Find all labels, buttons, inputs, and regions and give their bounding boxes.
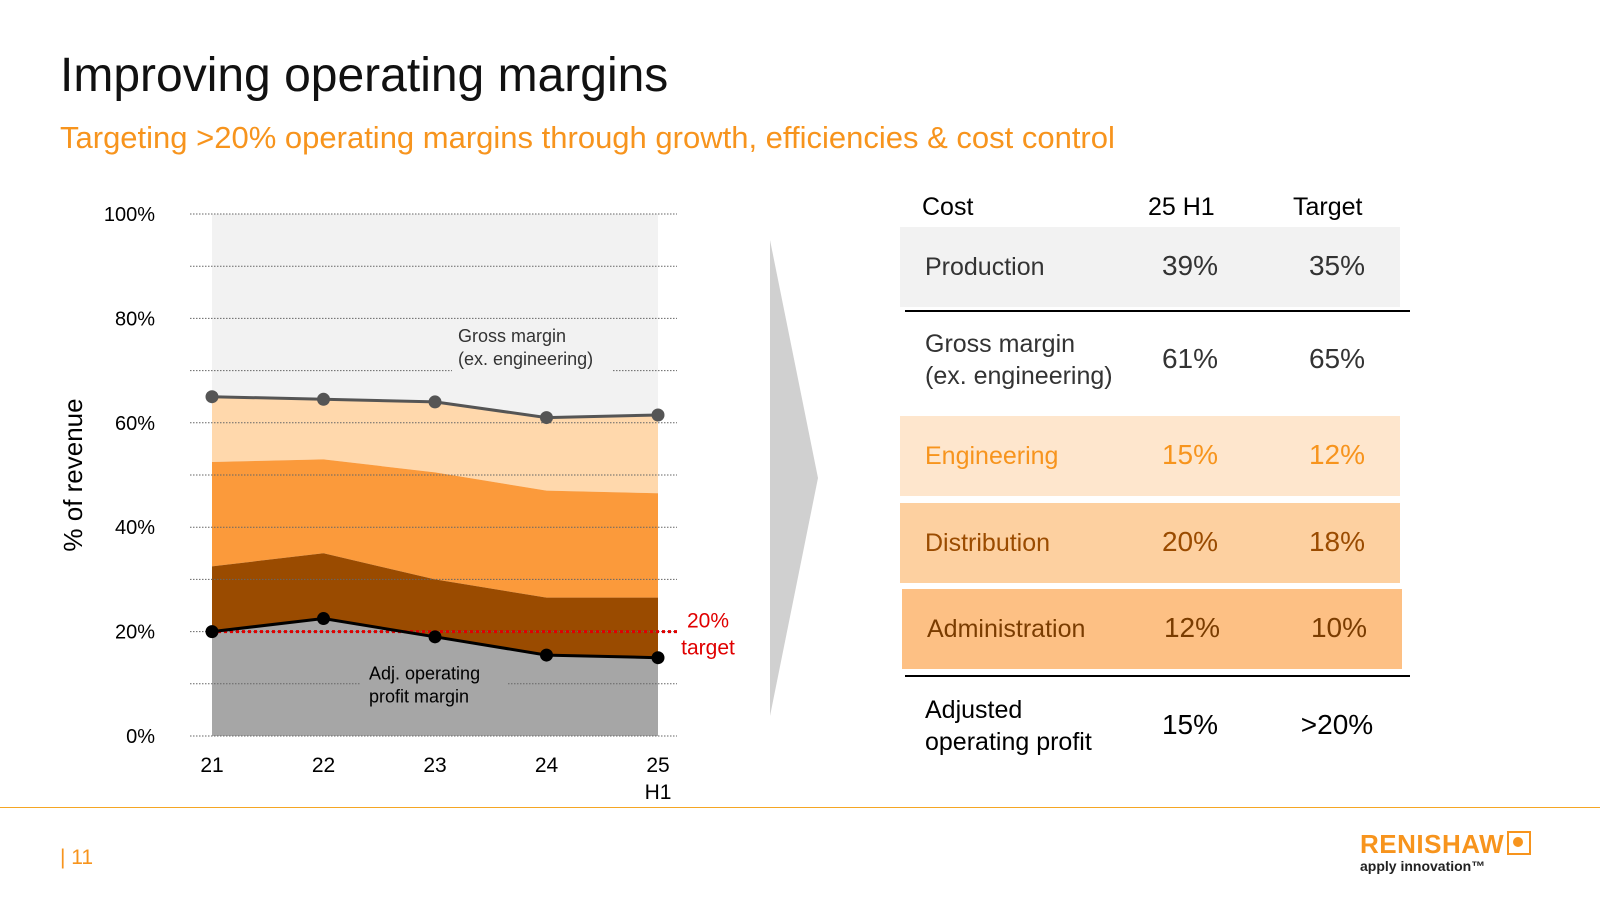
distribution-area	[212, 459, 658, 598]
row-gross-margin: Gross margin (ex. engineering) 61% 65%	[900, 315, 1400, 405]
gross-margin-point	[540, 411, 553, 425]
operating-profit-point	[317, 612, 330, 626]
operating-profit-point	[428, 630, 442, 644]
row-label-line: Administration	[927, 615, 1086, 643]
footer-divider	[0, 807, 1600, 808]
y-tick-label: 0%	[126, 726, 155, 748]
header-target: Target	[1293, 193, 1363, 221]
row-distribution: Distribution 20% 18%	[900, 503, 1400, 583]
value-25h1: 15%	[1161, 439, 1219, 470]
value-25h1: 61%	[1161, 343, 1219, 374]
value-target: 65%	[1308, 343, 1366, 374]
annotation-bg	[360, 664, 508, 715]
logo-tagline: apply innovation™	[1360, 858, 1486, 874]
operating-profit-point	[651, 651, 665, 665]
y-tick-label: 60%	[115, 413, 155, 435]
row-engineering: Engineering 15% 12%	[900, 416, 1400, 496]
x-tick-label: 21	[200, 754, 223, 777]
row-label-line: Distribution	[925, 529, 1051, 557]
y-tick-label: 20%	[115, 622, 155, 644]
gross-margin-point	[317, 392, 330, 406]
page-title: Improving operating margins	[60, 49, 669, 102]
row-label: Adjusted operating profit	[925, 694, 1092, 758]
operating-profit-point	[205, 625, 219, 639]
row-label: Production	[925, 251, 1045, 283]
gross-margin-point	[205, 390, 219, 404]
row-label-line: Adjusted	[925, 696, 1023, 724]
row-production: Production 39% 35%	[900, 227, 1400, 307]
gross-margin-annotation: (ex. engineering)	[458, 349, 593, 369]
operating-profit-point	[540, 648, 553, 662]
value-25h1: 39%	[1161, 250, 1219, 281]
row-label: Gross margin (ex. engineering)	[925, 328, 1113, 392]
divider	[905, 310, 1410, 312]
x-tick-label: 25	[646, 754, 669, 777]
x-tick-label: 23	[423, 754, 446, 777]
row-label: Distribution	[925, 527, 1050, 559]
operating-profit-annotation: profit margin	[369, 687, 469, 707]
target-label: target	[681, 637, 735, 660]
row-label-line: operating profit	[925, 728, 1092, 756]
value-target: 12%	[1308, 439, 1366, 470]
x-tick-label: 24	[535, 754, 559, 777]
y-tick-label: 80%	[115, 308, 155, 330]
header-25h1: 25 H1	[1148, 193, 1215, 221]
value-25h1: 12%	[1163, 612, 1221, 643]
divider	[905, 675, 1410, 677]
row-label-line: (ex. engineering)	[925, 362, 1113, 390]
logo-mark-icon	[1507, 831, 1532, 855]
gross-margin-annotation: Gross margin	[458, 326, 566, 346]
target-label: 20%	[687, 610, 729, 633]
page-number: | 11	[60, 846, 94, 869]
value-target: 10%	[1310, 612, 1368, 643]
gross-margin-point	[428, 395, 442, 409]
page-subtitle: Targeting >20% operating margins through…	[60, 120, 1115, 155]
operating-profit-annotation: Adj. operating	[369, 664, 480, 684]
cost-table: Cost 25 H1 Target Production 39% 35% Gross…	[900, 185, 1430, 785]
row-administration: Administration 12% 10%	[902, 589, 1402, 669]
value-25h1: 20%	[1161, 526, 1219, 557]
row-label: Engineering	[925, 440, 1058, 472]
y-tick-label: 40%	[115, 517, 155, 539]
x-tick-label: H1	[645, 781, 672, 804]
row-label: Administration	[927, 613, 1085, 645]
value-25h1: 15%	[1161, 709, 1219, 740]
y-axis-title: % of revenue	[58, 398, 88, 551]
x-tick-label: 22	[312, 754, 335, 777]
row-adjusted-operating-profit: Adjusted operating profit 15% >20%	[900, 681, 1400, 771]
header-cost: Cost	[922, 193, 974, 221]
chevron-arrow-icon	[770, 240, 818, 716]
value-target: >20%	[1300, 709, 1374, 740]
annotation-bg	[452, 330, 612, 381]
row-label-line: Gross margin	[925, 330, 1076, 358]
logo-text: RENISHAW	[1360, 829, 1505, 859]
gross-margin-point	[651, 408, 665, 422]
operating-margin-chart: 0% 20% 40% 60% 80% 100% % of revenue 21 22 23 24 25…	[58, 204, 735, 804]
value-target: 18%	[1308, 526, 1366, 557]
row-label-line: Engineering	[925, 442, 1059, 470]
value-target: 35%	[1308, 250, 1366, 281]
row-label-line: Production	[925, 253, 1045, 281]
renishaw-logo: RENISHAW apply innovation™	[1360, 829, 1560, 874]
y-tick-label: 100%	[104, 204, 155, 226]
